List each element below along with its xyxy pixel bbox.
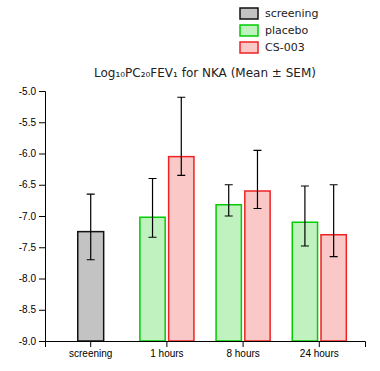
y-tick-label: -7.0 bbox=[19, 211, 37, 222]
x-tick-mark bbox=[243, 341, 244, 347]
y-tick-label: -5.5 bbox=[19, 117, 37, 128]
y-tick-mark bbox=[39, 185, 45, 186]
y-axis: -9.0 -8.5 -8.0 -7.5 -7.0 -6.5 -6.0 -5.5 -5.0 bbox=[19, 86, 46, 347]
x-tick: screening bbox=[69, 341, 112, 359]
bars bbox=[78, 97, 347, 341]
y-tick-label: -8.5 bbox=[19, 304, 37, 315]
y-tick: -9.0 bbox=[19, 336, 45, 347]
y-tick-mark bbox=[39, 247, 45, 248]
error-bar bbox=[330, 185, 338, 257]
legend-label: screening bbox=[265, 7, 319, 20]
x-tick: 1 hours bbox=[150, 341, 183, 359]
error-bar bbox=[301, 186, 309, 246]
y-tick-label: -8.0 bbox=[19, 273, 37, 284]
legend: screening placebo CS-003 bbox=[240, 7, 319, 54]
x-tick-mark bbox=[166, 341, 167, 347]
legend-item: placebo bbox=[240, 24, 309, 37]
x-tick: 24 hours bbox=[300, 341, 339, 359]
y-tick-mark bbox=[39, 154, 45, 155]
x-tick-mark bbox=[90, 341, 91, 347]
y-tick: -7.5 bbox=[19, 242, 45, 253]
y-tick: -5.0 bbox=[19, 86, 45, 97]
legend-label: CS-003 bbox=[265, 41, 305, 54]
y-tick: -7.0 bbox=[19, 211, 45, 222]
x-tick-label: screening bbox=[69, 348, 112, 359]
y-tick: -8.5 bbox=[19, 304, 45, 315]
y-tick-mark bbox=[39, 91, 45, 92]
y-tick-mark bbox=[39, 216, 45, 217]
y-tick-label: -6.0 bbox=[19, 148, 37, 159]
y-tick: -5.5 bbox=[19, 117, 45, 128]
error-bar bbox=[177, 97, 185, 175]
bar bbox=[245, 191, 270, 341]
bar bbox=[216, 205, 241, 341]
y-tick: -6.0 bbox=[19, 148, 45, 159]
x-tick: 8 hours bbox=[226, 341, 259, 359]
x-tick-label: 1 hours bbox=[150, 348, 183, 359]
y-axis-line bbox=[39, 92, 46, 342]
x-tick-label: 24 hours bbox=[300, 348, 339, 359]
chart: -9.0 -8.5 -8.0 -7.5 -7.0 -6.5 -6.0 -5.5 -5.0 scre… bbox=[0, 0, 380, 371]
x-tick-label: 8 hours bbox=[226, 348, 259, 359]
x-tick-mark bbox=[319, 341, 320, 347]
error-bar bbox=[149, 179, 157, 238]
x-axis-line bbox=[46, 342, 366, 348]
error-bar bbox=[253, 150, 261, 208]
title: Log₁₀PC₂₀FEV₁ for NKA (Mean ± SEM) bbox=[94, 66, 316, 80]
y-tick: -6.5 bbox=[19, 179, 45, 190]
y-tick-mark bbox=[39, 122, 45, 123]
y-tick-label: -5.0 bbox=[19, 86, 37, 97]
legend-item: CS-003 bbox=[240, 41, 305, 54]
y-tick: -8.0 bbox=[19, 273, 45, 284]
error-bar bbox=[225, 185, 233, 216]
x-axis: screening 1 hours 8 hours 24 hours bbox=[46, 341, 366, 359]
legend-item: screening bbox=[240, 7, 319, 20]
y-tick-mark bbox=[39, 341, 45, 342]
legend-swatch bbox=[240, 25, 258, 36]
y-tick-mark bbox=[39, 310, 45, 311]
legend-label: placebo bbox=[265, 24, 309, 37]
error-bar bbox=[87, 194, 95, 260]
y-tick-label: -9.0 bbox=[19, 336, 37, 347]
y-tick-label: -6.5 bbox=[19, 179, 37, 190]
legend-swatch bbox=[240, 8, 258, 19]
plot: -9.0 -8.5 -8.0 -7.5 -7.0 -6.5 -6.0 -5.5 -5.0 scre… bbox=[19, 86, 366, 359]
y-tick-mark bbox=[39, 279, 45, 280]
legend-swatch bbox=[240, 42, 258, 53]
y-tick-label: -7.5 bbox=[19, 242, 37, 253]
bar bbox=[169, 157, 194, 341]
